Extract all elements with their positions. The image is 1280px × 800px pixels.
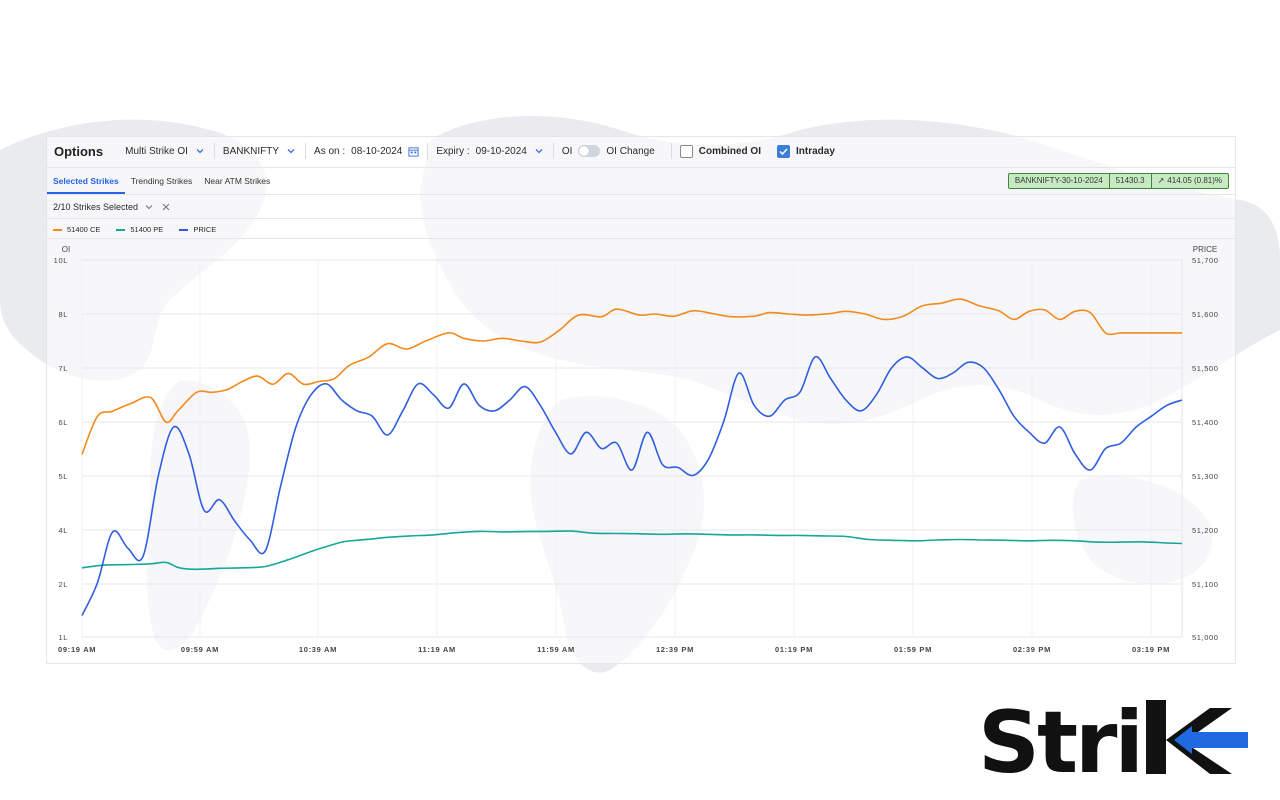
legend-item-pe[interactable]: 51400 PE xyxy=(116,225,163,234)
symbol-label: BANKNIFTY xyxy=(222,145,280,157)
combined-oi-checkbox[interactable] xyxy=(679,144,693,158)
checkmark-icon xyxy=(779,147,788,155)
chevron-down-icon xyxy=(196,149,204,154)
tab-near-atm-strikes[interactable]: Near ATM Strikes xyxy=(204,176,271,186)
as-on-value: 08-10-2024 xyxy=(351,145,403,157)
expiry-label: Expiry : xyxy=(436,145,470,157)
tab-selected-strikes[interactable]: Selected Strikes xyxy=(47,168,125,194)
intraday-checkbox[interactable] xyxy=(777,144,790,158)
as-on-label: As on : xyxy=(314,145,346,157)
tab-trending-strikes[interactable]: Trending Strikes xyxy=(130,176,193,186)
combined-oi-option[interactable]: Combined OI xyxy=(670,143,769,159)
x-tick-label: 02:39 PM xyxy=(1013,645,1051,654)
as-on-date-picker[interactable]: As on : 08-10-2024 xyxy=(305,143,427,159)
chevron-down-icon[interactable] xyxy=(143,201,155,213)
right-tick-label: 51,000 xyxy=(1192,633,1219,642)
ticker-price: 51430.3 xyxy=(1108,174,1151,188)
x-tick-label: 09:19 AM xyxy=(58,645,96,654)
oi-label: OI xyxy=(561,145,573,157)
strike-logo-graphic: Stri xyxy=(978,693,1248,793)
x-tick-label: 11:19 AM xyxy=(418,645,456,654)
left-tick-label: 6L xyxy=(58,418,68,427)
legend-label: 51400 CE xyxy=(67,225,101,234)
chevron-down-icon xyxy=(535,149,543,154)
plot-area xyxy=(81,259,1183,638)
expiry-value: 09-10-2024 xyxy=(475,145,527,157)
chart-legend: 51400 CE 51400 PE PRICE xyxy=(47,221,1235,239)
x-tick-label: 10:39 AM xyxy=(299,645,337,654)
left-axis-title: OI xyxy=(62,245,70,254)
svg-text:Stri: Stri xyxy=(978,693,1141,785)
combined-oi-label: Combined OI xyxy=(698,145,761,157)
series-line-ce[interactable] xyxy=(81,298,1182,455)
symbol-dropdown[interactable]: BANKNIFTY xyxy=(213,143,305,159)
x-tick-label: 01:19 PM xyxy=(775,645,813,654)
right-axis-title: PRICE xyxy=(1193,245,1217,254)
right-tick-label: 51,100 xyxy=(1192,580,1219,589)
left-tick-label: 2L xyxy=(58,580,68,589)
calendar-icon xyxy=(408,146,419,157)
left-tick-label: 7L xyxy=(58,364,68,373)
series-line-pe[interactable] xyxy=(81,530,1183,571)
intraday-label: Intraday xyxy=(796,145,835,157)
oi-toggle-group: OI OI Change xyxy=(552,143,663,159)
toolbar: Options Multi Strike OI BANKNIFTY As on … xyxy=(47,137,1235,165)
right-tick-label: 51,200 xyxy=(1192,526,1219,535)
right-tick-label: 51,600 xyxy=(1192,310,1219,319)
x-tick-label: 09:59 AM xyxy=(181,645,219,654)
left-tick-label: 4L xyxy=(58,526,68,535)
left-tick-label: 1L xyxy=(58,633,68,642)
series-line-price[interactable] xyxy=(81,356,1183,616)
right-tick-label: 51,400 xyxy=(1192,418,1219,427)
strikes-selected-label: 2/10 Strikes Selected xyxy=(53,201,139,212)
mode-label: Multi Strike OI xyxy=(125,145,188,157)
legend-item-price[interactable]: PRICE xyxy=(179,225,216,234)
ticker-contract: BANKNIFTY-30-10-2024 xyxy=(1014,176,1103,185)
ticker-change: ↗ 414.05 (0.81)% xyxy=(1150,174,1228,188)
strike-logo: Stri xyxy=(978,690,1258,793)
right-tick-label: 51,500 xyxy=(1192,364,1219,373)
legend-label: 51400 PE xyxy=(130,225,164,234)
x-tick-label: 01:59 PM xyxy=(894,645,932,654)
right-tick-label: 51,700 xyxy=(1192,256,1219,265)
trend-up-icon: ↗ xyxy=(1157,176,1165,185)
legend-item-ce[interactable]: 51400 CE xyxy=(53,225,100,234)
mode-dropdown[interactable]: Multi Strike OI xyxy=(117,143,214,159)
intraday-option[interactable]: Intraday xyxy=(769,143,843,159)
oi-change-label: OI Change xyxy=(606,145,655,157)
strikes-selector[interactable]: 2/10 Strikes Selected xyxy=(47,195,1235,219)
legend-label: PRICE xyxy=(193,225,217,234)
left-tick-label: 10L xyxy=(54,256,68,265)
close-icon[interactable] xyxy=(160,201,172,213)
chevron-down-icon xyxy=(287,149,295,154)
x-tick-label: 11:59 AM xyxy=(537,645,575,654)
x-tick-label: 12:39 PM xyxy=(656,645,694,654)
strike-tabs: Selected Strikes Trending Strikes Near A… xyxy=(47,167,1235,195)
expiry-dropdown[interactable]: Expiry : 09-10-2024 xyxy=(427,143,553,159)
page-title: Options xyxy=(54,143,104,159)
left-tick-label: 5L xyxy=(58,472,68,481)
left-tick-label: 8L xyxy=(58,310,68,319)
x-tick-label: 03:19 PM xyxy=(1132,645,1170,654)
ticker-badge: BANKNIFTY-30-10-2024 51430.3 ↗ 414.05 (0.… xyxy=(1007,173,1229,189)
right-tick-label: 51,300 xyxy=(1192,472,1219,481)
oi-change-toggle[interactable] xyxy=(578,145,601,157)
options-panel: Options Multi Strike OI BANKNIFTY As on … xyxy=(46,136,1236,664)
